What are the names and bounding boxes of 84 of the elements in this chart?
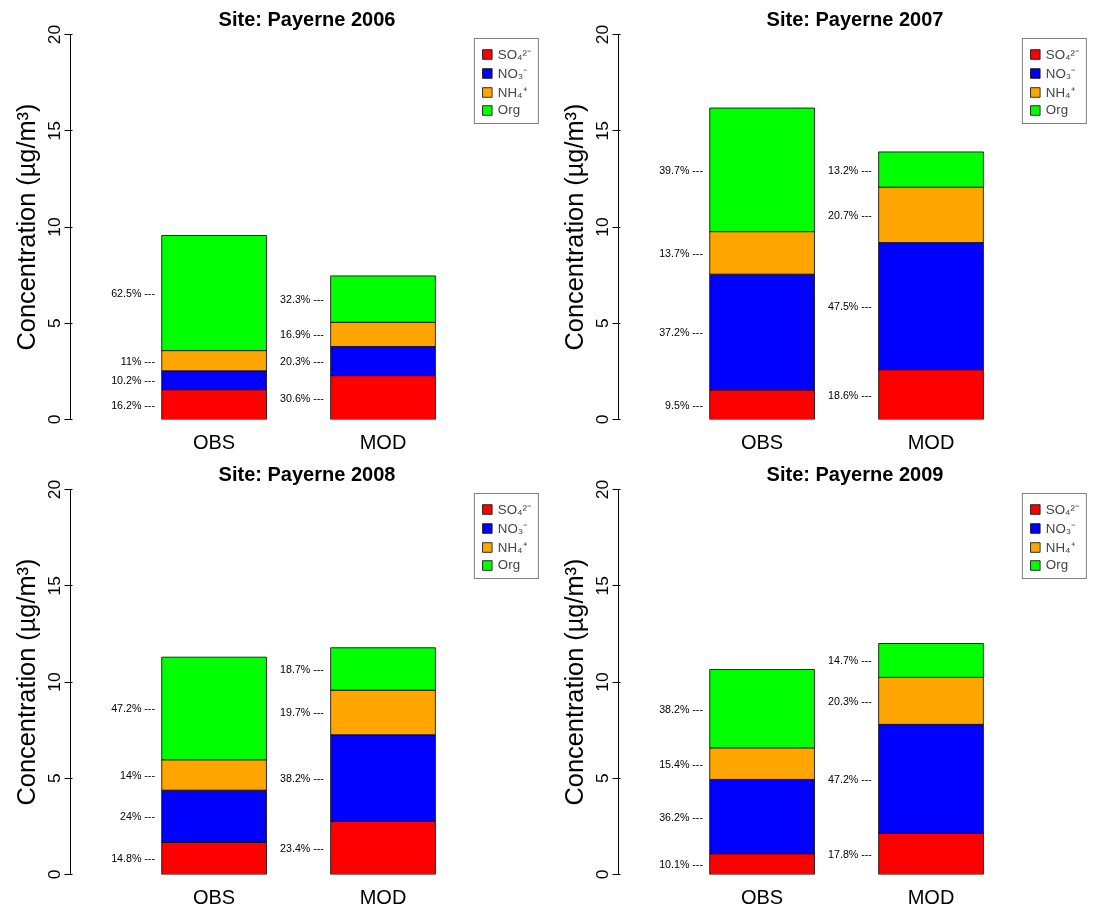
y-tick-label: 15 (591, 121, 612, 141)
annotation: 20.3% --- (280, 355, 325, 368)
y-tick-label: 15 (591, 576, 612, 596)
annotation: 62.5% --- (111, 287, 156, 300)
legend-label: NH₄⁺ (497, 84, 528, 101)
y-tick-label: 5 (43, 773, 64, 784)
annotation: 11% --- (120, 354, 156, 367)
annotation: 10.1% --- (659, 858, 704, 871)
annotation: 38.2% --- (280, 772, 325, 785)
annotation: 16.2% --- (111, 398, 156, 411)
legend-label: NO₃⁻ (1045, 520, 1077, 537)
legend-label: Org (1045, 557, 1069, 572)
legend-label: NO₃⁻ (497, 520, 529, 537)
chart-title: Site: Payerne 2006 (218, 7, 396, 30)
legend-label: SO₄²⁻ (1045, 501, 1080, 518)
annotation: 14.7% --- (828, 654, 873, 667)
x-tick-label: OBS (740, 885, 784, 908)
chart-title: Site: Payerne 2009 (766, 462, 944, 485)
y-tick-label: 10 (591, 672, 612, 692)
y-tick-label: 10 (591, 217, 612, 237)
annotation: 19.7% --- (280, 706, 325, 719)
annotation: 37.2% --- (659, 326, 704, 339)
legend-label: SO₄²⁻ (497, 501, 532, 518)
y-tick-label: 10 (43, 217, 64, 237)
annotation: 13.2% --- (828, 163, 873, 176)
annotation: 10.2% --- (111, 374, 156, 387)
y-tick-label: 20 (43, 24, 64, 45)
annotation: 20.7% --- (828, 208, 873, 221)
y-tick-label: 5 (591, 318, 612, 329)
legend-label: NO₃⁻ (1045, 65, 1077, 82)
annotation: 9.5% --- (665, 398, 704, 411)
annotation: 14.8% --- (111, 852, 156, 865)
annotation: 20.3% --- (828, 694, 873, 707)
legend-label: NO₃⁻ (497, 65, 529, 82)
y-tick-label: 0 (591, 869, 612, 880)
y-tick-label: 0 (591, 414, 612, 425)
y-tick-label: 20 (43, 479, 64, 500)
annotation: 16.9% --- (280, 328, 325, 341)
annotation: 30.6% --- (280, 391, 325, 404)
y-tick-label: 0 (43, 414, 64, 425)
annotation: 47.2% --- (828, 772, 873, 785)
annotation: 47.2% --- (111, 702, 156, 715)
y-axis-title: Concentration (µg/m³) (11, 558, 40, 806)
annotation: 13.7% --- (659, 246, 704, 259)
legend-label: SO₄²⁻ (1045, 46, 1080, 63)
x-tick-label: MOD (907, 885, 955, 908)
y-tick-label: 5 (43, 318, 64, 329)
legend-label: Org (497, 557, 521, 572)
annotation: 38.2% --- (659, 702, 704, 715)
legend-label: NH₄⁺ (1045, 539, 1076, 556)
chart-title: Site: Payerne 2007 (766, 7, 944, 30)
y-axis-title: Concentration (µg/m³) (11, 103, 40, 351)
annotation: 18.7% --- (280, 662, 325, 675)
annotation: 36.2% --- (659, 810, 704, 823)
y-tick-label: 20 (591, 479, 612, 500)
annotation: 47.5% --- (828, 300, 873, 313)
y-tick-label: 15 (43, 121, 64, 141)
chart-title: Site: Payerne 2008 (218, 462, 396, 485)
x-tick-label: MOD (359, 430, 407, 453)
legend-label: NH₄⁺ (1045, 84, 1076, 101)
annotation: 39.7% --- (659, 163, 704, 176)
annotation: 23.4% --- (280, 841, 325, 854)
y-tick-label: 10 (43, 672, 64, 692)
annotation: 18.6% --- (828, 388, 873, 401)
legend-label: Org (497, 102, 521, 117)
legend-label: Org (1045, 102, 1069, 117)
x-tick-label: OBS (192, 430, 236, 453)
x-tick-label: OBS (740, 430, 784, 453)
annotation: 32.3% --- (280, 293, 325, 306)
y-tick-label: 5 (591, 773, 612, 784)
legend-label: NH₄⁺ (497, 539, 528, 556)
y-tick-label: 20 (591, 24, 612, 45)
annotation: 24% --- (120, 810, 156, 823)
legend-label: SO₄²⁻ (497, 46, 532, 63)
x-tick-label: MOD (907, 430, 955, 453)
annotation: 17.8% --- (828, 847, 873, 860)
y-axis-title: Concentration (µg/m³) (559, 558, 588, 806)
x-tick-label: MOD (359, 885, 407, 908)
annotation: 15.4% --- (659, 757, 704, 770)
y-axis-title: Concentration (µg/m³) (559, 103, 588, 351)
y-tick-label: 15 (43, 576, 64, 596)
x-tick-label: OBS (192, 885, 236, 908)
annotation: 14% --- (120, 768, 156, 781)
y-tick-label: 0 (43, 869, 64, 880)
